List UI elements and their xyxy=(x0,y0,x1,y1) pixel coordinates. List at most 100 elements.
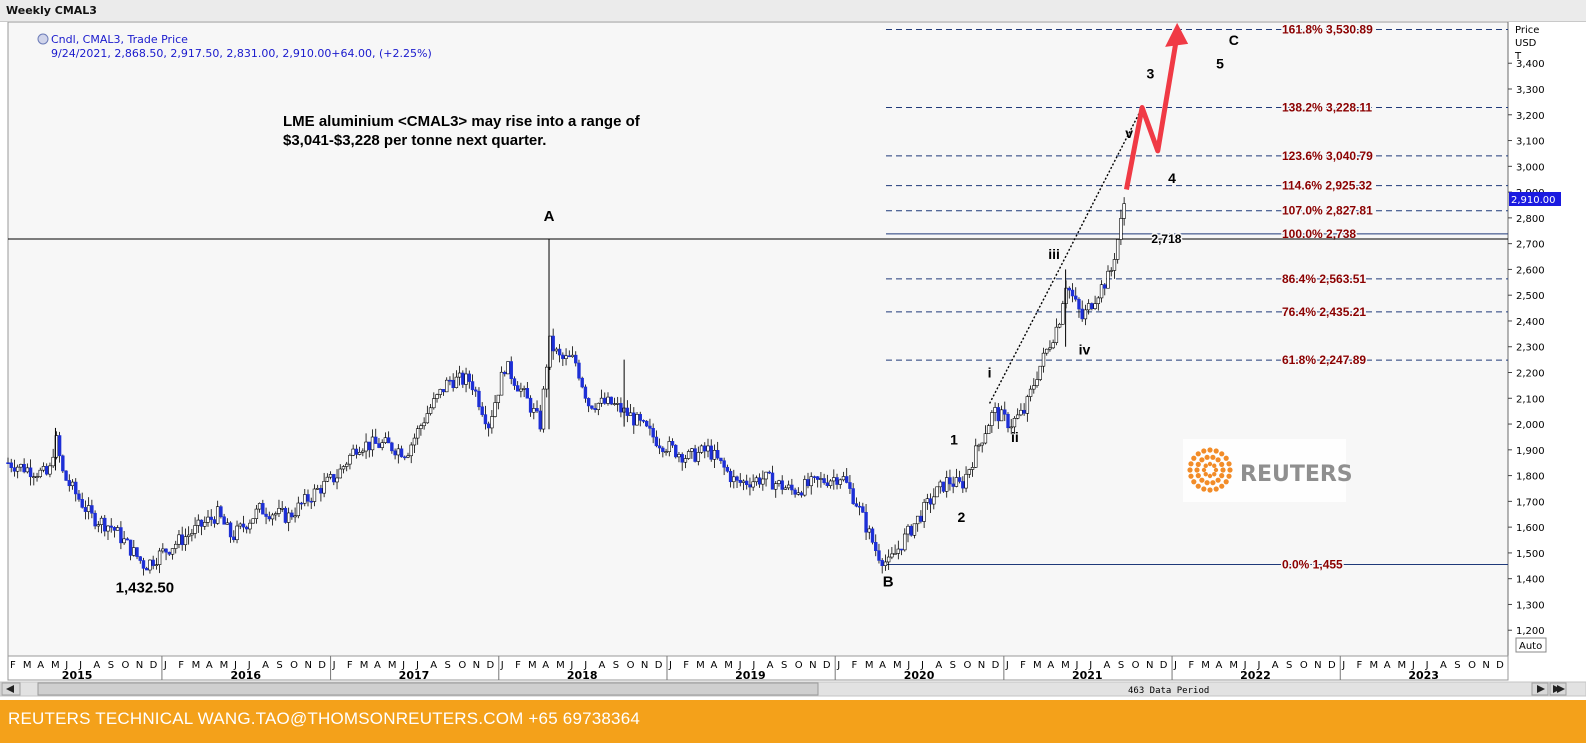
scroll-thumb[interactable] xyxy=(37,682,819,696)
candle-body xyxy=(941,481,946,492)
candle-body xyxy=(451,379,455,389)
candle-body xyxy=(148,559,152,571)
candle-body xyxy=(503,371,507,375)
candle-body xyxy=(545,366,549,390)
candle-body xyxy=(764,471,768,480)
x-month-label: A xyxy=(37,660,44,671)
auto-scale-button[interactable] xyxy=(1515,637,1547,653)
chart[interactable]: 1,200 1,300 1,400 1,500 1,600 1,700 1,800 1,900… xyxy=(0,22,1586,700)
candle-body xyxy=(1045,348,1049,354)
x-month-label: S xyxy=(950,660,956,671)
candle-body xyxy=(219,506,223,518)
candle-body xyxy=(309,500,313,503)
legend: Cndl, CMAL3, Trade Price 9/24/2021, 2,86… xyxy=(37,33,432,60)
candle-body xyxy=(532,408,536,413)
candle-body xyxy=(674,444,678,458)
candle-body xyxy=(254,508,259,519)
candle-body xyxy=(141,560,146,569)
candle-body xyxy=(203,522,207,527)
x-month-label: N xyxy=(1146,660,1153,671)
wave-label: iii xyxy=(1048,246,1060,262)
candle-body xyxy=(1115,239,1120,260)
x-month-label: D xyxy=(150,660,158,671)
candle-body xyxy=(767,471,771,474)
y-tick-label: 2,300 xyxy=(1516,343,1545,354)
candle-body xyxy=(103,517,107,532)
last-price-value: 2,910.00 xyxy=(1511,195,1556,206)
x-month-label: J xyxy=(1341,660,1345,671)
x-year-label: 2022 xyxy=(1240,669,1271,682)
double-arrow-icon xyxy=(1553,685,1565,693)
x-month-label: M xyxy=(696,660,705,671)
candle-body xyxy=(699,445,704,453)
candle-body xyxy=(61,455,65,472)
y-tick-label: 2,000 xyxy=(1516,420,1545,431)
pivot-label: 1,432.50 xyxy=(116,579,174,596)
x-month-label: N xyxy=(809,660,816,671)
candle-body xyxy=(1028,388,1033,397)
candle-body xyxy=(593,408,597,410)
candle-body xyxy=(470,381,475,391)
x-month-label: M xyxy=(192,660,201,671)
candle-body xyxy=(264,513,268,517)
reuters-watermark: REUTERS xyxy=(1183,439,1353,502)
x-month-label: O xyxy=(1468,660,1476,671)
candle-body xyxy=(1035,379,1039,386)
fib-label: 123.6% 3,040.79 xyxy=(1282,149,1373,163)
candle-body xyxy=(177,534,181,545)
x-month-label: A xyxy=(598,660,605,671)
candle-body xyxy=(1041,352,1046,367)
x-axis-area xyxy=(7,655,1509,681)
candle-body xyxy=(919,515,923,522)
candle-body xyxy=(267,516,271,520)
candle-body xyxy=(28,467,33,478)
x-month-label: A xyxy=(93,660,100,671)
pivot-label: A xyxy=(544,208,555,225)
candle-body xyxy=(119,527,123,544)
wave-label: v xyxy=(1125,125,1133,141)
y-tick-label: 2,100 xyxy=(1516,394,1545,405)
x-month-label: F xyxy=(851,660,857,671)
pivot-label: B xyxy=(883,574,894,591)
candle-body xyxy=(570,354,575,358)
candle-body xyxy=(935,486,939,498)
candle-body xyxy=(574,354,578,364)
candle-body xyxy=(670,441,675,446)
x-month-label: S xyxy=(276,660,282,671)
candle-body xyxy=(435,394,439,399)
x-month-label: J xyxy=(906,660,910,671)
fib-label: 107.0% 2,827.81 xyxy=(1282,204,1373,218)
x-month-label: J xyxy=(1074,660,1078,671)
candle-body xyxy=(615,403,620,405)
candle-body xyxy=(338,468,342,479)
candle-body xyxy=(964,473,968,489)
candle-body xyxy=(664,451,668,454)
x-month-label: O xyxy=(458,660,466,671)
fib-label: 161.8% 3,530.89 xyxy=(1282,23,1373,37)
legend-ohlc: 9/24/2021, 2,868.50, 2,917.50, 2,831.00,… xyxy=(51,47,432,60)
candle-body xyxy=(193,525,197,534)
x-month-label: N xyxy=(641,660,648,671)
candle-body xyxy=(757,477,762,485)
x-month-label: A xyxy=(262,660,269,671)
x-month-label: D xyxy=(1160,660,1168,671)
scroll-left-icon xyxy=(6,685,14,693)
x-month-label: D xyxy=(655,660,663,671)
x-month-label: M xyxy=(1201,660,1210,671)
reuters-logo-icon xyxy=(1187,447,1233,493)
candle-body xyxy=(938,481,942,488)
candle-body xyxy=(206,516,210,523)
candle-body xyxy=(180,534,184,546)
time-scrollbar[interactable]: 463 Data Period xyxy=(0,681,1586,697)
candle-body xyxy=(922,502,926,522)
candle-body xyxy=(609,396,613,405)
candle-body xyxy=(961,481,965,489)
candle-body xyxy=(461,372,465,385)
wave-label: i xyxy=(988,365,992,381)
candle-body xyxy=(1077,298,1081,310)
x-month-label: M xyxy=(23,660,32,671)
candle-body xyxy=(557,348,562,356)
candle-body xyxy=(1061,303,1065,325)
candle-body xyxy=(525,388,530,399)
candle-body xyxy=(825,482,830,486)
